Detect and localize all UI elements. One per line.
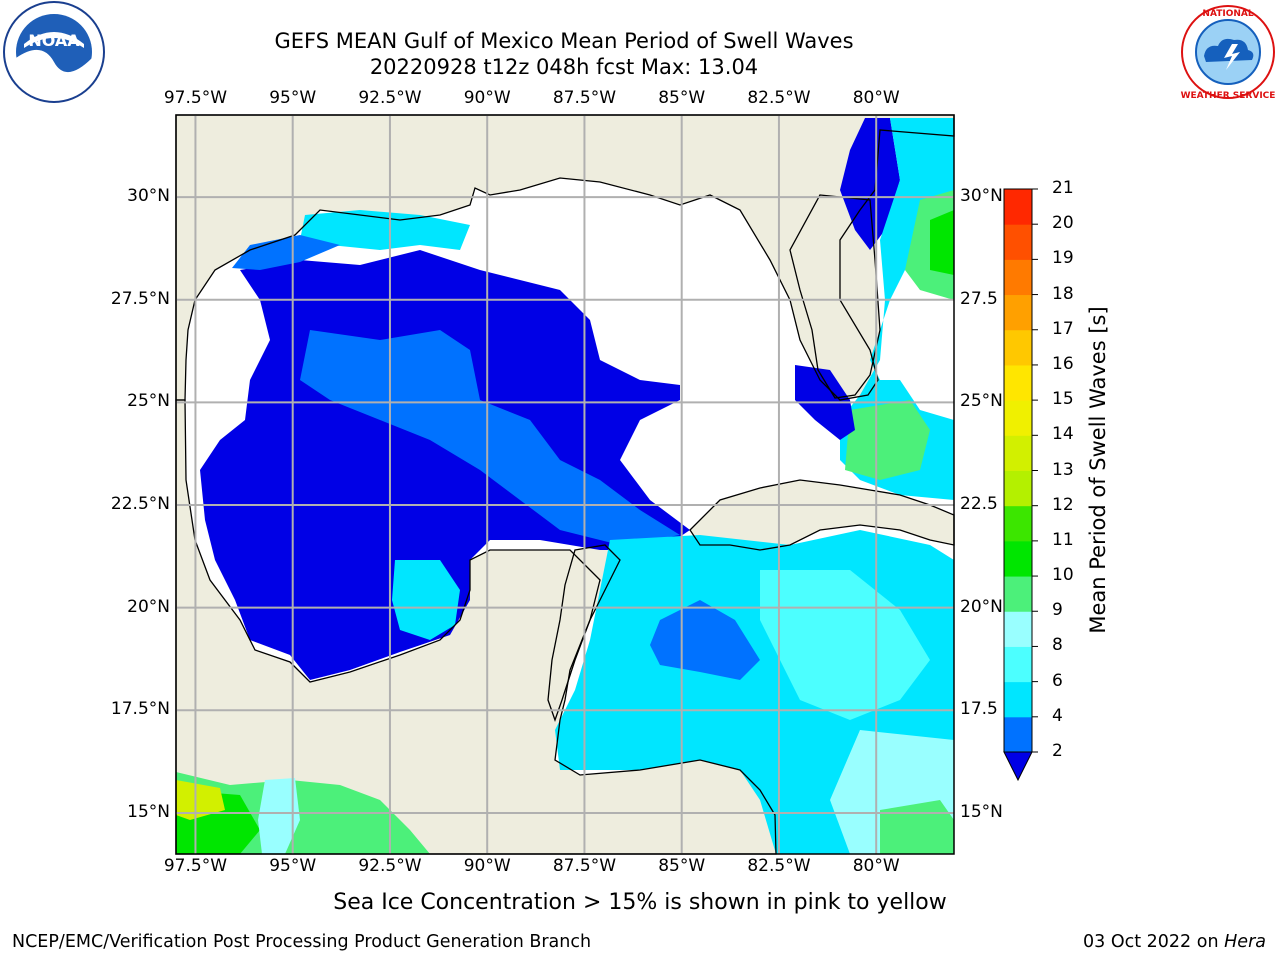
atlantic-bright-green — [930, 210, 954, 275]
colorbar-tick-label: 19 — [1052, 248, 1074, 269]
colorbar-tick-label: 20 — [1052, 213, 1074, 234]
colorbar-swatch — [1004, 576, 1032, 612]
colorbar-tick-label: 12 — [1052, 494, 1074, 515]
colorbar-tick-label: 16 — [1052, 353, 1074, 374]
land-layer — [176, 115, 954, 854]
coastline-land-yucatan — [547, 544, 621, 722]
colorbar-tick-label: 8 — [1052, 635, 1063, 656]
latitude-label-right: 20°N — [960, 596, 1003, 617]
texas-shelf-blue — [232, 235, 340, 270]
colorbar-swatch — [1004, 716, 1032, 753]
colorbar-extend-min — [1003, 751, 1033, 782]
longitude-label-bottom: 82.5°W — [747, 856, 811, 876]
latitude-label-right: 17.5 — [960, 699, 998, 720]
land-florida — [790, 195, 880, 398]
map-frame — [175, 114, 955, 855]
colorbar-swatch — [1004, 611, 1032, 647]
colorbar-tick-label: 4 — [1052, 705, 1063, 726]
pacific-cyan — [258, 778, 300, 854]
bay-campeche-cyan — [392, 560, 460, 640]
longitude-label-top: 87.5°W — [552, 88, 617, 108]
colorbar-tick-label: 21 — [1052, 178, 1074, 198]
longitude-label-bottom: 97.5°W — [163, 856, 228, 876]
colorbar-tick-label: 15 — [1052, 389, 1074, 410]
pacific-yellow-green — [176, 780, 225, 820]
latitude-label-left: 30°N — [127, 186, 170, 207]
colorbar-swatch — [1004, 540, 1032, 577]
colorbar-tick-label: 11 — [1052, 529, 1074, 550]
colorbar-swatch — [1004, 294, 1032, 331]
latitude-label-left: 22.5°N — [110, 494, 170, 515]
longitude-label-top: 80°W — [852, 88, 900, 108]
colorbar-swatch — [1004, 681, 1032, 718]
colorbar-swatch — [1004, 224, 1032, 260]
coastline-land-north-us-coast — [175, 114, 955, 401]
caribbean-inner-blue — [650, 600, 760, 680]
longitude-label-bottom: 80°W — [852, 856, 900, 876]
colorbar-swatch — [1004, 435, 1032, 471]
colorbar-title: Mean Period of Swell Waves [s] — [1086, 306, 1110, 634]
colorbar-tick-label: 14 — [1052, 424, 1074, 445]
swell-period-field — [176, 118, 954, 854]
colorbar-swatch — [1004, 505, 1032, 542]
latitude-label-left: 15°N — [127, 801, 170, 822]
colorbar-tick-label: 9 — [1052, 600, 1063, 621]
colorbar-swatch — [1004, 364, 1032, 401]
colorbar-swatch — [1004, 400, 1032, 436]
latitude-label-left: 27.5°N — [110, 288, 170, 309]
colorbar-swatch — [1004, 470, 1032, 507]
longitude-label-top: 82.5°W — [747, 88, 811, 108]
latitude-label-right: 22.5 — [960, 494, 998, 515]
longitude-label-bottom: 95°W — [269, 856, 317, 876]
coastline-land-mexico — [175, 399, 777, 855]
longitude-label-top: 90°W — [463, 88, 511, 108]
latitude-label-left: 25°N — [127, 391, 170, 412]
colorbar-swatch — [1004, 259, 1032, 296]
credit-host: Hera — [1224, 932, 1266, 952]
latitude-label-right: 27.5 — [960, 288, 998, 309]
texas-shelf-cyan — [300, 210, 470, 250]
colorbar-tick-label: 18 — [1052, 283, 1074, 304]
lat-lon-grid — [176, 115, 954, 854]
colorbar-tick-label: 6 — [1052, 670, 1063, 691]
land-mexico — [176, 400, 776, 854]
credit-date: 03 Oct 2022 on — [1083, 932, 1219, 952]
nws-logo: NATIONAL WEATHER SERVICE — [1181, 5, 1276, 101]
coastline-land-florida — [789, 194, 881, 399]
credit-right: 03 Oct 2022 on Hera — [1083, 932, 1266, 952]
colorbar-tick-label: 2 — [1052, 741, 1063, 761]
land-north-us-coast — [176, 115, 954, 400]
land-cuba — [690, 480, 954, 550]
latitude-label-right: 25°N — [960, 391, 1003, 412]
longitude-label-top: 85°W — [658, 88, 706, 108]
noaa-logo: NOAA — [3, 1, 105, 103]
latitude-label-right: 15°N — [960, 801, 1003, 822]
colorbar-tick-label: 17 — [1052, 318, 1074, 339]
credit-left: NCEP/EMC/Verification Post Processing Pr… — [12, 932, 592, 952]
longitude-label-bottom: 87.5°W — [552, 856, 617, 876]
svg-text:NOAA: NOAA — [28, 31, 80, 50]
longitude-label-top: 95°W — [269, 88, 317, 108]
colorbar-tick-label: 13 — [1052, 459, 1074, 480]
longitude-label-top: 97.5°W — [163, 88, 228, 108]
colorbar-tick-label: 10 — [1052, 565, 1074, 586]
colorbar-swatch — [1004, 646, 1032, 683]
map-subtitle: 20220928 t12z 048h fcst Max: 13.04 — [369, 55, 759, 79]
longitude-label-top: 92.5°W — [358, 88, 422, 108]
colorbar-swatch — [1004, 329, 1032, 366]
latitude-label-right: 30°N — [960, 186, 1003, 207]
svg-text:NATIONAL: NATIONAL — [1202, 9, 1253, 19]
longitude-label-bottom: 85°W — [658, 856, 706, 876]
longitude-label-bottom: 92.5°W — [358, 856, 422, 876]
latitude-label-left: 20°N — [127, 596, 170, 617]
bahamas-green — [845, 400, 930, 480]
svg-text:WEATHER SERVICE: WEATHER SERVICE — [1181, 91, 1276, 101]
longitude-label-bottom: 90°W — [463, 856, 511, 876]
latitude-label-left: 17.5°N — [110, 699, 170, 720]
colorbar-swatch — [1004, 189, 1032, 225]
map-title: GEFS MEAN Gulf of Mexico Mean Period of … — [274, 29, 854, 53]
sea-ice-footnote: Sea Ice Concentration > 15% is shown in … — [333, 890, 947, 915]
